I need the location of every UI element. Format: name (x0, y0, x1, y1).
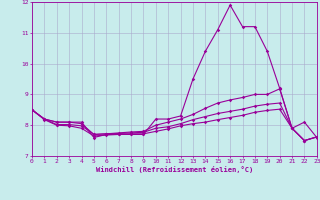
X-axis label: Windchill (Refroidissement éolien,°C): Windchill (Refroidissement éolien,°C) (96, 166, 253, 173)
